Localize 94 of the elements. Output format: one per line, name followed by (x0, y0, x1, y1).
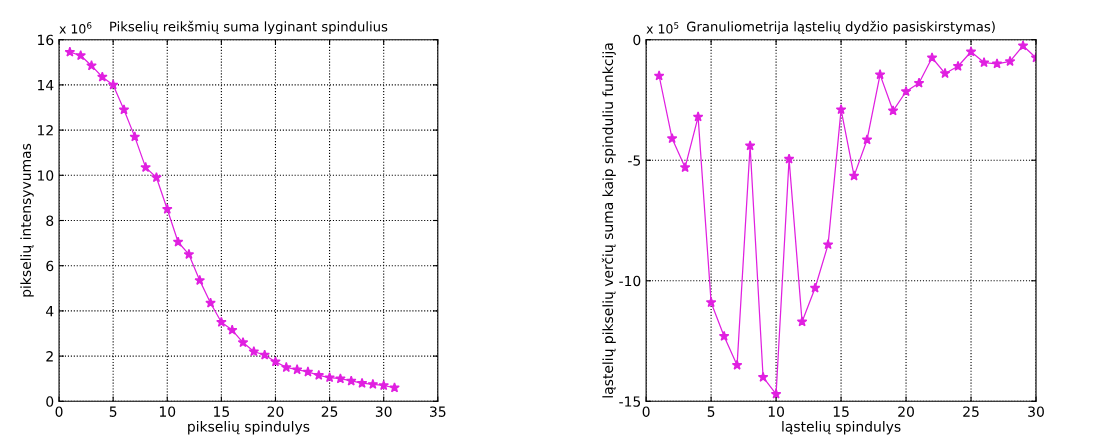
point (822, 239, 834, 250)
point (226, 324, 238, 335)
text: x 10$^{6}$ (59, 22, 92, 34)
x-tick-label: 5 (707, 406, 715, 417)
x-tick-label: 5 (109, 406, 117, 417)
y-tick-label: 0 (46, 396, 54, 407)
point (280, 361, 292, 373)
y-tick-label: 14 (38, 80, 54, 91)
x-tick-label: 0 (642, 406, 650, 417)
point (666, 132, 678, 144)
y-tick-label: 6 (46, 260, 54, 272)
point (861, 134, 873, 145)
point (991, 58, 1003, 69)
point (107, 79, 119, 90)
point (744, 140, 756, 151)
point (809, 282, 821, 293)
chart-title: Granuliometrija ląstelių dydžio pasiskirstymas) (686, 20, 995, 35)
y-tick-label: 10 (38, 170, 54, 181)
point (900, 85, 912, 97)
x-tick-label: 15 (214, 406, 229, 417)
point (194, 274, 206, 286)
point (324, 372, 335, 383)
point (939, 67, 951, 79)
point (118, 104, 130, 115)
point (731, 359, 743, 370)
point (313, 369, 325, 380)
point (237, 336, 249, 348)
y-tick-label: -10 (619, 275, 641, 287)
point (1004, 55, 1016, 67)
text: x 10$^{5}$ (646, 22, 679, 34)
point (965, 46, 977, 57)
point (757, 371, 769, 382)
y-tick-label: 8 (46, 215, 54, 226)
point (345, 375, 357, 386)
x-tick-label: 15 (833, 406, 849, 417)
x-tick-label: 0 (55, 406, 63, 417)
point (848, 170, 860, 181)
point (796, 316, 808, 327)
point (378, 379, 390, 391)
y-tick-label: 4 (46, 306, 54, 317)
y-axis-title: ląstelių pikselių verčių suma kaip spinduliu funkcija (601, 43, 616, 398)
y-tick-label: -5 (628, 155, 641, 166)
y-tick-label: 16 (38, 34, 54, 46)
point (205, 297, 216, 308)
x-tick-label: 35 (430, 406, 446, 417)
point (248, 346, 260, 357)
y-tick-label: 2 (46, 351, 53, 362)
x-axis-title: ląstelių spindulys (782, 421, 901, 435)
x-tick-label: 30 (375, 406, 392, 417)
point (874, 69, 886, 80)
point (978, 57, 990, 68)
point (291, 364, 303, 375)
x-tick-label: 30 (1028, 406, 1044, 417)
x-tick-label: 20 (267, 406, 284, 417)
point (718, 330, 730, 341)
point (926, 52, 938, 63)
x-tick-label: 20 (898, 406, 914, 417)
y-tick-label: 0 (633, 34, 641, 46)
point (129, 131, 141, 142)
point (705, 296, 717, 308)
chart-title: Pikselių reikšmių suma lyginant spindulius (110, 20, 388, 35)
point (216, 316, 227, 327)
point (172, 236, 184, 247)
point (692, 111, 704, 122)
x-tick-label: 10 (159, 406, 176, 417)
point (183, 248, 195, 260)
point (952, 60, 964, 71)
point (86, 60, 97, 71)
y-tick-label: -15 (619, 396, 641, 407)
point (75, 49, 87, 61)
point (367, 378, 379, 389)
point (140, 161, 151, 173)
y-axis-title: pikselių intensyvumas (20, 143, 34, 297)
x-tick-label: 10 (768, 406, 784, 417)
point (783, 153, 795, 164)
point (335, 373, 346, 384)
point (259, 349, 270, 360)
x-tick-label: 25 (321, 406, 338, 417)
x-axis-title: pikselių spindulys (188, 421, 310, 435)
point (302, 366, 314, 377)
point (161, 203, 173, 214)
point (97, 71, 108, 82)
point (64, 46, 76, 57)
point (356, 377, 368, 388)
point (770, 388, 782, 399)
point (913, 77, 925, 88)
y-tick-label: 12 (38, 125, 53, 136)
point (653, 70, 665, 81)
point (887, 105, 899, 116)
x-tick-label: 25 (963, 406, 979, 417)
point (1017, 40, 1029, 51)
point (151, 172, 162, 183)
point (679, 161, 691, 173)
point (835, 104, 847, 115)
